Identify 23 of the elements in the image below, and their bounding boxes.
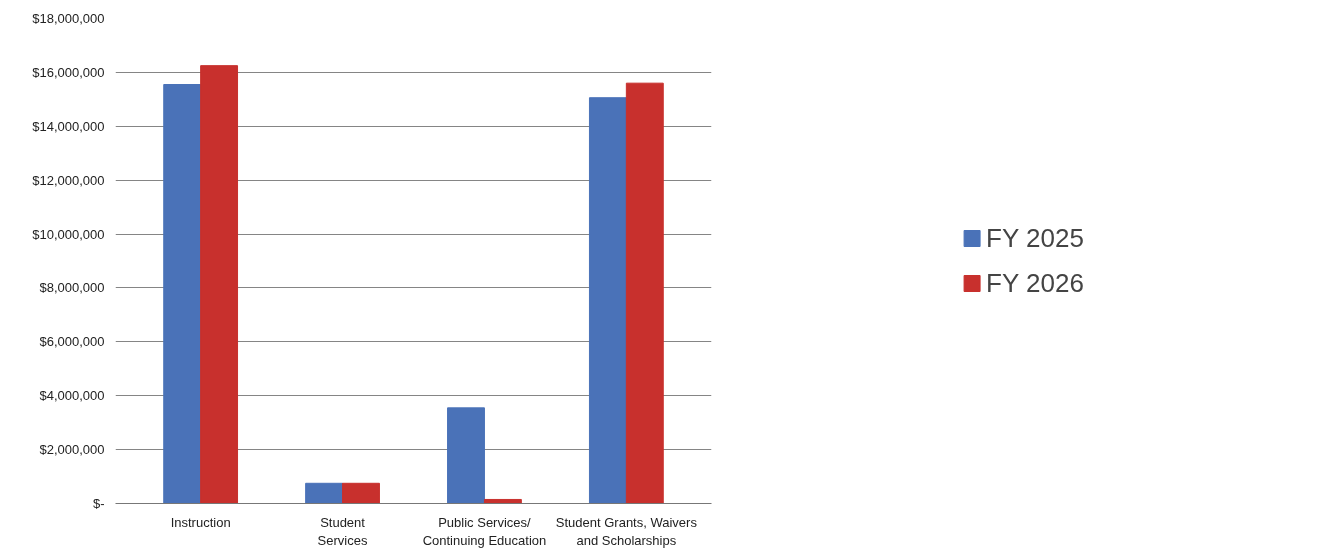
x-tick-label: Instruction <box>170 514 231 530</box>
bar <box>447 407 485 504</box>
bar <box>342 482 380 504</box>
bar <box>625 82 664 504</box>
bar <box>200 65 239 504</box>
x-tick-label: Student Grants, Waivers and Scholarships <box>555 514 698 548</box>
y-tick-label: $8,000,000 <box>39 280 105 296</box>
y-tick-label: $- <box>92 496 105 511</box>
y-tick-label: $18,000,000 <box>32 11 105 26</box>
y-tick-label: $14,000,000 <box>32 118 105 134</box>
legend-label: FY 2026 <box>986 267 1084 299</box>
y-tick-label: $2,000,000 <box>39 442 105 458</box>
legend-label: FY 2025 <box>986 222 1084 254</box>
y-tick-label: $12,000,000 <box>32 172 105 188</box>
bar <box>163 84 202 504</box>
x-tick-label: Student Services <box>317 514 368 548</box>
x-tick-label: Public Services/ Continuing Education <box>422 514 547 548</box>
y-tick-label: $6,000,000 <box>39 334 105 350</box>
bar <box>588 97 627 504</box>
y-tick-label: $16,000,000 <box>32 64 105 80</box>
bar <box>305 482 344 504</box>
y-tick-label: $4,000,000 <box>39 388 105 404</box>
y-tick-label: $10,000,000 <box>32 226 105 242</box>
